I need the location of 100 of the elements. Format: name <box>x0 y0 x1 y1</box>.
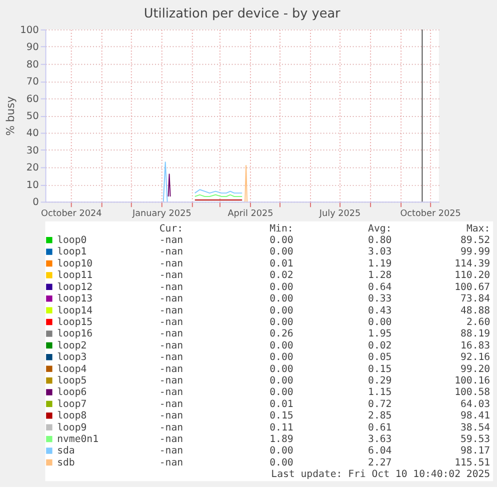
chart-title: Utilization per device - by year <box>144 6 342 22</box>
text: -nan <box>159 282 184 293</box>
legend-label: loop7 <box>57 398 87 410</box>
legend-label: loop11 <box>57 270 93 282</box>
text: -nan <box>159 294 184 305</box>
text: 0.02 <box>368 340 392 352</box>
text: 99.20 <box>460 364 490 375</box>
text: 0.00 <box>270 246 294 258</box>
text: 0.00 <box>270 294 294 305</box>
text: 1.95 <box>368 328 392 340</box>
text: 0.00 <box>270 235 294 246</box>
legend-label: loop2 <box>57 340 87 352</box>
text: 6.04 <box>368 446 392 457</box>
legend-label: loop9 <box>57 422 87 434</box>
legend-label: loop0 <box>57 235 87 246</box>
x-tick-label: October 2024 <box>40 208 102 219</box>
text: -nan <box>159 434 184 445</box>
text: -nan <box>159 305 184 316</box>
text: 0.15 <box>270 410 294 422</box>
text: -nan <box>159 246 184 258</box>
text: 0.00 <box>368 316 392 328</box>
text: 100.67 <box>454 282 490 293</box>
text: 0.01 <box>270 258 294 270</box>
text: 1.19 <box>368 258 392 270</box>
text: 0.02 <box>270 270 294 282</box>
y-tick-label: 10 <box>26 180 39 191</box>
x-tick-label: July 2025 <box>318 208 361 219</box>
x-tick-label: January 2025 <box>131 208 192 219</box>
text: -nan <box>159 410 184 422</box>
text: 0.00 <box>270 316 294 328</box>
y-tick-label: 0 <box>32 197 39 208</box>
legend-label: loop5 <box>57 375 87 386</box>
text: 0.29 <box>368 375 392 386</box>
text: -nan <box>159 235 184 246</box>
text: -nan <box>159 328 184 340</box>
text: 3.03 <box>368 246 392 258</box>
y-tick-label: 40 <box>26 128 39 140</box>
text: 0.00 <box>270 446 294 457</box>
text: 0.15 <box>368 364 392 375</box>
text: Cur: <box>159 223 184 234</box>
text: 0.26 <box>270 328 294 340</box>
text: -nan <box>159 387 184 398</box>
legend-label: sda <box>57 446 75 457</box>
text: 38.54 <box>460 422 490 434</box>
text: 0.72 <box>368 398 392 410</box>
text: 3.63 <box>368 434 392 445</box>
legend-label: loop16 <box>57 328 93 340</box>
text: 100.16 <box>454 375 490 386</box>
text: 0.33 <box>368 294 392 305</box>
legend-label: loop15 <box>57 316 93 328</box>
text: 59.53 <box>460 434 490 445</box>
text: -nan <box>159 270 184 282</box>
legend-label: loop6 <box>57 387 87 398</box>
x-tick-label: October 2025 <box>400 208 461 219</box>
legend-label: loop14 <box>57 305 93 316</box>
text: 98.17 <box>460 446 490 457</box>
text: 16.83 <box>460 340 490 352</box>
text: 110.20 <box>454 270 490 282</box>
text: 0.11 <box>270 422 294 434</box>
text: Avg: <box>368 223 392 234</box>
text: 98.41 <box>460 410 490 422</box>
text: 0.43 <box>368 305 392 316</box>
text: 1.89 <box>270 434 294 445</box>
text: 73.84 <box>460 294 490 305</box>
text: -nan <box>159 446 184 457</box>
text: 0.00 <box>270 282 294 293</box>
legend-label: nvme0n1 <box>57 434 99 445</box>
text: -nan <box>159 398 184 410</box>
text: -nan <box>159 352 184 364</box>
text: 0.00 <box>270 340 294 352</box>
text: 0.64 <box>368 282 392 293</box>
legend-label: sdb <box>57 457 75 468</box>
text: 114.39 <box>454 258 490 270</box>
text: 92.16 <box>460 352 490 364</box>
legend-label: loop4 <box>57 364 87 375</box>
text: 0.00 <box>270 364 294 375</box>
text: 64.03 <box>460 398 490 410</box>
text: Min: <box>270 223 294 234</box>
text: Max: <box>466 223 490 234</box>
text: 1.28 <box>368 270 392 282</box>
text: 99.99 <box>460 246 490 258</box>
text: 100.58 <box>454 387 490 398</box>
text: 2.60 <box>466 316 490 328</box>
legend-label: loop13 <box>57 294 93 305</box>
text: -nan <box>159 364 184 375</box>
y-axis-title: % busy <box>4 96 18 136</box>
text: 0.00 <box>270 387 294 398</box>
text: 0.00 <box>270 375 294 386</box>
text: 88.19 <box>460 328 490 340</box>
text: 0.00 <box>270 457 294 468</box>
y-tick-label: 60 <box>26 94 39 105</box>
text: 115.51 <box>454 457 490 468</box>
legend-label: loop12 <box>57 282 93 293</box>
text: 0.05 <box>368 352 392 364</box>
text: 48.88 <box>460 305 490 316</box>
text: -nan <box>159 422 184 434</box>
legend-label: loop3 <box>57 352 87 364</box>
text: -nan <box>159 375 184 386</box>
text: -nan <box>159 457 184 468</box>
text: -nan <box>159 316 184 328</box>
